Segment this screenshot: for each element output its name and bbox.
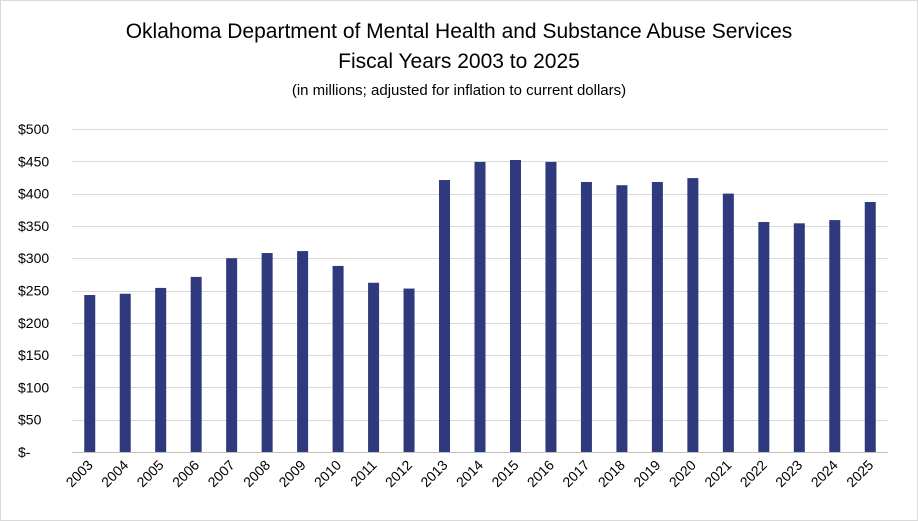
y-tick-label: $450 [18, 153, 49, 169]
x-tick-label: 2010 [311, 457, 344, 490]
y-tick-label: $500 [18, 121, 49, 137]
x-tick-label: 2005 [133, 457, 166, 490]
y-tick-label: $300 [18, 250, 49, 266]
bar-2006 [190, 276, 202, 452]
x-tick-label: 2008 [240, 457, 273, 490]
x-tick-label: 2011 [347, 457, 380, 490]
bar-2012 [403, 288, 415, 452]
bar-2014 [474, 161, 486, 452]
chart-title: Oklahoma Department of Mental Health and… [125, 20, 793, 43]
x-tick-label: 2015 [488, 457, 521, 490]
bar-2010 [332, 265, 344, 452]
bar-2009 [297, 251, 309, 452]
bar-2007 [226, 258, 238, 452]
bar-2011 [368, 282, 380, 452]
x-tick-label: 2025 [843, 457, 876, 490]
x-tick-label: 2021 [701, 457, 734, 490]
bar-2016 [545, 161, 557, 452]
x-tick-label: 2012 [382, 457, 415, 490]
y-tick-label: $200 [18, 315, 49, 331]
x-tick-label: 2017 [559, 457, 592, 490]
chart-note: (in millions; adjusted for inflation to … [291, 82, 627, 99]
x-tick-label: 2016 [524, 457, 557, 490]
y-tick-label: $100 [18, 379, 49, 395]
chart-subtitle: Fiscal Years 2003 to 2025 [338, 50, 580, 73]
bar-2019 [651, 181, 663, 452]
bar-2013 [439, 180, 451, 452]
bar-2018 [616, 185, 628, 452]
x-tick-label: 2014 [453, 457, 486, 490]
x-tick-label: 2024 [808, 457, 841, 490]
x-tick-label: 2013 [417, 457, 450, 490]
y-axis-tick-labels: $- $50 $100 $150 $200 $250 $300 $350 $400 $450 $50… [18, 121, 49, 460]
bar-2015 [509, 160, 521, 452]
x-tick-label: 2009 [275, 457, 308, 490]
bar-2005 [155, 287, 167, 452]
y-tick-label: $350 [18, 218, 49, 234]
x-tick-label: 2003 [63, 457, 96, 490]
bar-2021 [722, 193, 734, 452]
x-tick-label: 2007 [204, 457, 237, 490]
x-tick-label: 2020 [666, 457, 699, 490]
bar-2003 [84, 295, 96, 452]
bar-2017 [580, 181, 592, 452]
bar-2024 [829, 220, 841, 452]
bar-2004 [119, 293, 131, 452]
x-tick-label: 2022 [737, 457, 770, 490]
bar-2022 [758, 222, 770, 452]
x-tick-label: 2019 [630, 457, 663, 490]
y-tick-label: $50 [18, 412, 42, 428]
y-tick-label: $150 [18, 347, 49, 363]
bar-2023 [793, 223, 805, 452]
y-tick-label: $- [18, 444, 31, 460]
x-axis-tick-labels: 2003 2004 2005 2006 2007 2008 2009 2010 2011 2012… [63, 457, 877, 490]
y-tick-label: $250 [18, 283, 49, 299]
x-tick-label: 2006 [169, 457, 202, 490]
x-tick-label: 2023 [772, 457, 805, 490]
bar-2025 [864, 202, 876, 452]
y-tick-label: $400 [18, 186, 49, 202]
bar-2020 [687, 178, 699, 452]
bars [84, 160, 876, 452]
bar-2008 [261, 253, 273, 452]
x-tick-label: 2004 [98, 457, 131, 490]
x-tick-label: 2018 [595, 457, 628, 490]
